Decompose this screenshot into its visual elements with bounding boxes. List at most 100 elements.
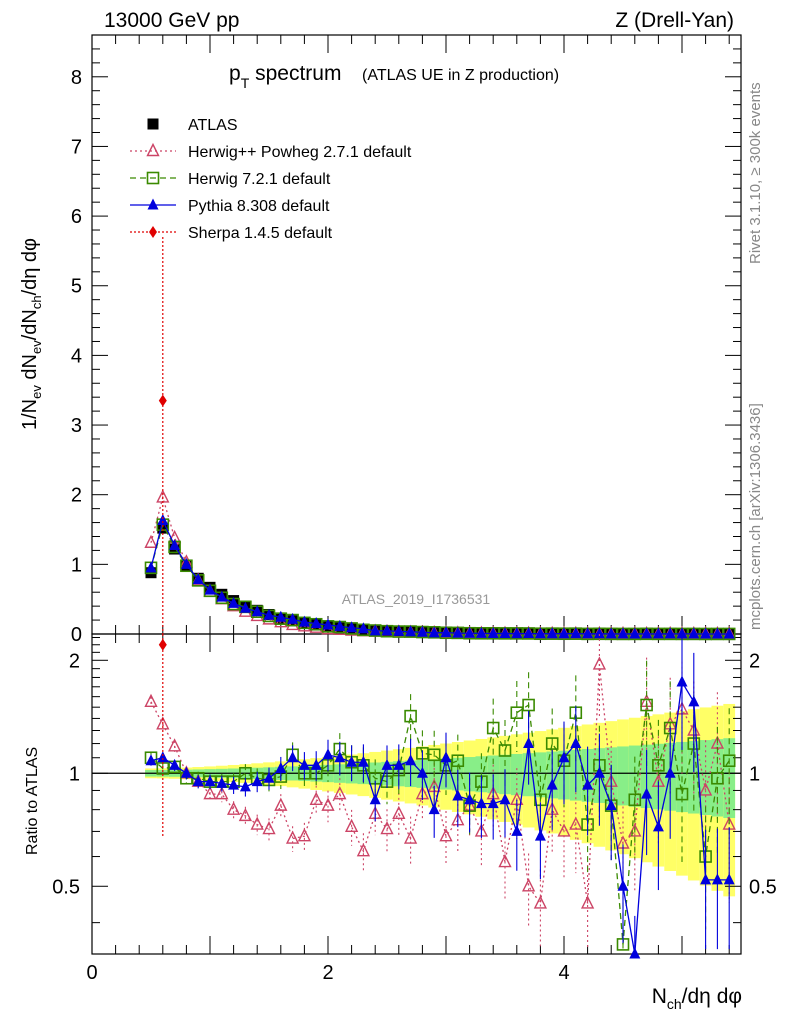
- pythia-ratio-point: [251, 775, 263, 787]
- pythia-main-point: [263, 608, 275, 620]
- x-tick-label: 0: [86, 962, 97, 984]
- pythia-ratio-point: [676, 675, 688, 687]
- herwigpp-ratio-point: [557, 823, 571, 837]
- pythia-main-point: [464, 626, 476, 638]
- analysis-watermark: ATLAS_2019_I1736531: [342, 591, 491, 607]
- pythia-ratio-point: [629, 947, 641, 959]
- pythia-main-point: [605, 627, 617, 639]
- herwigpp-ratio-point: [569, 816, 583, 830]
- pythia-main-point: [369, 624, 381, 636]
- herwigpp-ratio-point: [250, 816, 264, 830]
- legend-label-herwig7: Herwig 7.2.1 default: [188, 171, 331, 188]
- pythia-ratio-point: [381, 758, 393, 770]
- pythia-main-point: [700, 627, 712, 639]
- herwig7-ratio-point: [498, 744, 512, 757]
- y-tick-label-main: 1: [71, 554, 82, 576]
- herwigpp-ratio-point: [392, 805, 406, 819]
- pythia-main-point: [393, 624, 405, 636]
- pythia-main-line: [150, 518, 730, 635]
- herwigpp-ratio-point: [533, 895, 548, 909]
- main-panel-data: [144, 236, 736, 641]
- legend-marker-atlas: [147, 118, 159, 130]
- pythia-main-point: [251, 605, 263, 617]
- y-tick-label-main: 8: [71, 67, 82, 89]
- pythia-main-point: [617, 627, 629, 639]
- pythia-main-point: [688, 627, 700, 639]
- y-tick-label-main: 7: [71, 136, 82, 158]
- pythia-main-point: [676, 627, 688, 639]
- herwigpp-ratio-point: [580, 895, 595, 909]
- pythia-main-point: [239, 601, 251, 613]
- mcplots-label: mcplots.cern.ch [arXiv:1306.3436]: [747, 403, 764, 630]
- pythia-ratio-point: [452, 789, 464, 801]
- process-label: Z (Drell-Yan): [615, 9, 734, 32]
- pythia-main-point: [428, 626, 440, 638]
- x-axis-label: Nch/dη dφ: [652, 985, 742, 1012]
- pythia-ratio-point: [192, 775, 204, 787]
- pythia-ratio-point: [393, 758, 405, 770]
- herwigpp-ratio-point: [333, 786, 347, 800]
- pythia-main-point: [322, 618, 334, 630]
- pythia-main-point: [298, 615, 310, 627]
- herwig7-ratio-point: [404, 709, 417, 723]
- pythia-main-point: [452, 626, 464, 638]
- band-green-bin: [699, 740, 712, 815]
- pythia-ratio-point: [582, 778, 594, 790]
- herwigpp-ratio-point: [309, 791, 323, 805]
- herwig7-ratio-point: [522, 698, 535, 712]
- herwigpp-ratio-point: [297, 828, 312, 842]
- herwig7-ratio-point: [675, 787, 689, 801]
- pythia-main-point: [381, 624, 393, 636]
- pythia-ratio-point: [688, 695, 700, 707]
- pythia-ratio-point: [605, 799, 617, 811]
- pythia-main-point: [711, 627, 723, 639]
- sherpa-main-point: [158, 394, 167, 407]
- pythia-ratio-point: [169, 758, 181, 770]
- pythia-main-point: [723, 627, 735, 639]
- herwigpp-ratio-point: [144, 693, 158, 708]
- ratio-panel-data: [144, 634, 736, 959]
- herwig7-ratio-point: [640, 698, 653, 712]
- pythia-main-point: [145, 561, 157, 573]
- y-tick-label-main: 2: [71, 485, 82, 507]
- herwigpp-ratio-line: [150, 664, 730, 906]
- pythia-ratio-point: [464, 793, 476, 805]
- pythia-ratio-point: [440, 751, 452, 763]
- herwigpp-ratio-point: [592, 656, 607, 670]
- pythia-ratio-point: [617, 879, 629, 891]
- pythia-ratio-point: [334, 751, 346, 763]
- herwig7-ratio-point: [427, 748, 441, 762]
- herwig7-ratio-point: [486, 721, 500, 735]
- pythia-ratio-point: [641, 787, 653, 799]
- herwig7-ratio-point: [451, 754, 465, 768]
- y-tick-label-main: 4: [71, 345, 82, 367]
- herwigpp-ratio-point: [403, 830, 418, 844]
- title-sub: T: [241, 75, 250, 91]
- pythia-main-point: [169, 539, 181, 551]
- pythia-main-point: [310, 617, 322, 629]
- legend-label-pythia: Pythia 8.308 default: [188, 198, 330, 215]
- pythia-ratio-point: [511, 824, 523, 836]
- herwigpp-ratio-point: [215, 786, 229, 800]
- pythia-main-point: [357, 622, 369, 634]
- pythia-ratio-point: [322, 748, 334, 760]
- herwigpp-ratio-point: [439, 828, 453, 842]
- pythia-main-point: [180, 557, 192, 569]
- sherpa-ratio-point: [158, 638, 167, 651]
- herwigpp-ratio-point: [203, 786, 217, 800]
- legend-label-herwigpp: Herwig++ Powheg 2.7.1 default: [188, 144, 412, 161]
- plot-title: pT spectrum: [229, 62, 341, 91]
- pythia-ratio-point: [228, 778, 240, 790]
- pythia-main-point: [641, 627, 653, 639]
- pythia-ratio-point: [652, 820, 664, 832]
- pythia-main-point: [334, 619, 346, 631]
- pythia-ratio-point: [346, 755, 358, 767]
- herwig7-ratio-point: [711, 771, 724, 785]
- pythia-ratio-point: [723, 873, 735, 885]
- legend-label-atlas: ATLAS: [188, 117, 238, 134]
- pythia-ratio-point: [204, 775, 216, 787]
- herwigpp-ratio-point: [226, 801, 241, 815]
- band-green-bin: [617, 746, 629, 806]
- pythia-ratio-point: [298, 758, 310, 770]
- pythia-main-point: [487, 626, 499, 638]
